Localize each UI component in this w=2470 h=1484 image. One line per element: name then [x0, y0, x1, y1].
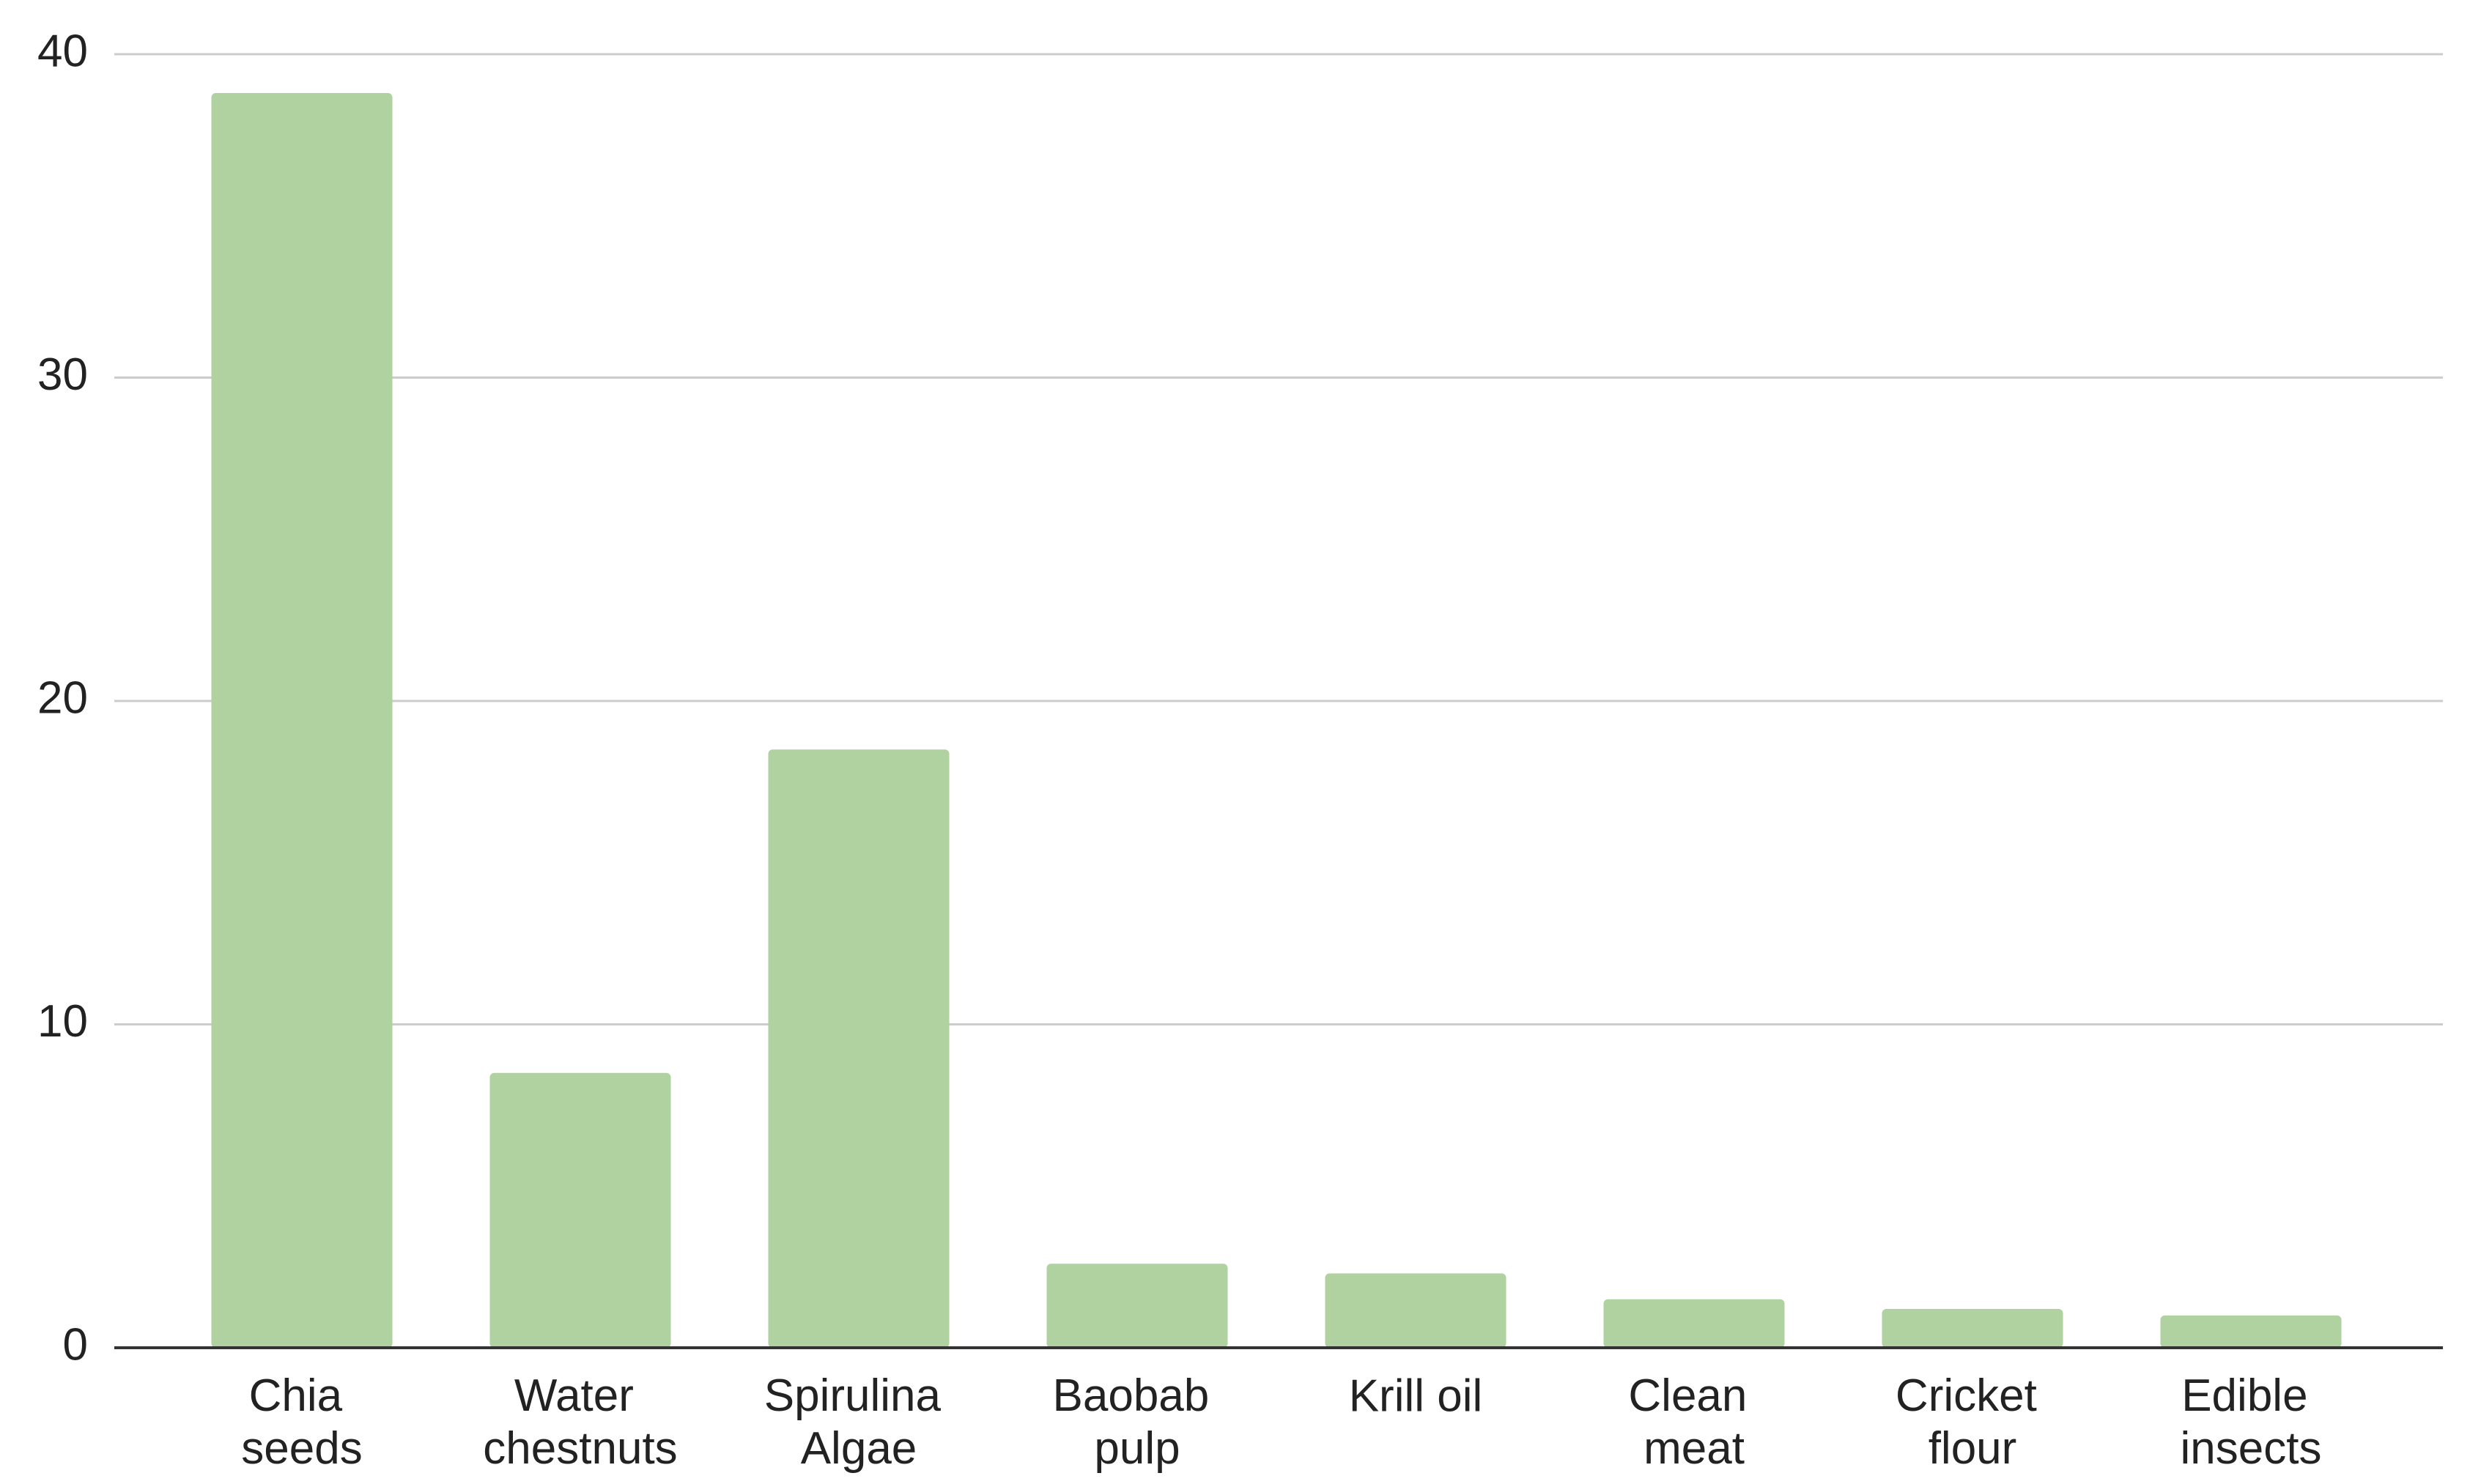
y-tick-label: 40: [37, 26, 88, 76]
x-tick-label: Chia seeds: [241, 1370, 362, 1474]
y-tick-label: 0: [63, 1319, 88, 1370]
bar: [1325, 1273, 1506, 1348]
bar: [1882, 1309, 2063, 1348]
bar: [1603, 1299, 1785, 1348]
x-tick-label: Edible insects: [2181, 1370, 2322, 1474]
y-tick-label: 10: [37, 996, 88, 1047]
x-tick-label: Spirulina Algae: [764, 1370, 953, 1474]
x-tick-label: Krill oil: [1349, 1370, 1483, 1421]
x-tick-label: Cricket flour: [1896, 1370, 2049, 1474]
bar: [489, 1072, 671, 1348]
bar: [1046, 1264, 1228, 1348]
bar: [2160, 1315, 2342, 1348]
x-tick-label: Baobab pulp: [1053, 1370, 1222, 1474]
y-tick-label: 20: [37, 672, 88, 723]
bar: [211, 92, 393, 1348]
x-tick-label: Water chestnuts: [483, 1370, 677, 1474]
x-tick-label: Clean meat: [1628, 1370, 1759, 1474]
y-tick-label: 30: [37, 349, 88, 400]
bar: [768, 749, 950, 1348]
